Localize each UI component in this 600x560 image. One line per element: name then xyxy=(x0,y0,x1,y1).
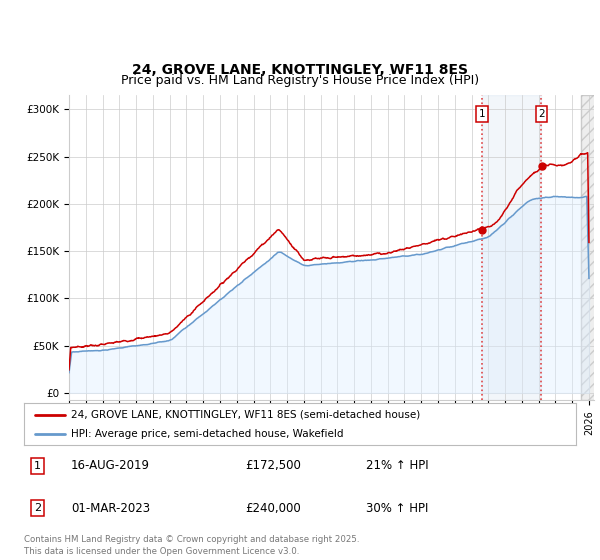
Text: Price paid vs. HM Land Registry's House Price Index (HPI): Price paid vs. HM Land Registry's House … xyxy=(121,74,479,87)
Bar xyxy=(482,95,541,400)
Text: Contains HM Land Registry data © Crown copyright and database right 2025.
This d: Contains HM Land Registry data © Crown c… xyxy=(24,535,359,556)
Text: £240,000: £240,000 xyxy=(245,502,301,515)
Text: 1: 1 xyxy=(479,109,485,119)
Text: 16-AUG-2019: 16-AUG-2019 xyxy=(71,459,150,473)
Text: 24, GROVE LANE, KNOTTINGLEY, WF11 8ES: 24, GROVE LANE, KNOTTINGLEY, WF11 8ES xyxy=(132,63,468,77)
Bar xyxy=(581,95,598,400)
Text: 2: 2 xyxy=(34,503,41,513)
Text: 01-MAR-2023: 01-MAR-2023 xyxy=(71,502,150,515)
Bar xyxy=(581,95,598,400)
Text: 24, GROVE LANE, KNOTTINGLEY, WF11 8ES (semi-detached house): 24, GROVE LANE, KNOTTINGLEY, WF11 8ES (s… xyxy=(71,409,420,419)
Text: 2: 2 xyxy=(538,109,545,119)
Text: 21% ↑ HPI: 21% ↑ HPI xyxy=(366,459,429,473)
Text: HPI: Average price, semi-detached house, Wakefield: HPI: Average price, semi-detached house,… xyxy=(71,429,343,439)
Text: 1: 1 xyxy=(34,461,41,471)
Text: £172,500: £172,500 xyxy=(245,459,301,473)
Text: 30% ↑ HPI: 30% ↑ HPI xyxy=(366,502,428,515)
